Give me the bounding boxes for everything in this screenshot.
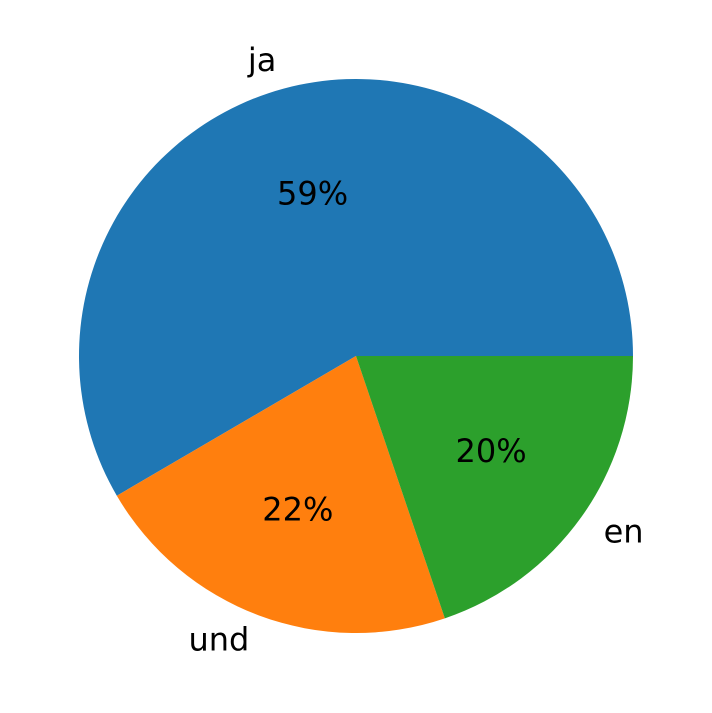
percent-label: 59% bbox=[277, 175, 348, 213]
wedge-label: und bbox=[188, 620, 249, 658]
wedge-label: en bbox=[604, 513, 644, 551]
percent-label: 22% bbox=[262, 491, 333, 529]
pie-wedge bbox=[78, 78, 633, 496]
percent-label: 20% bbox=[456, 432, 527, 470]
wedge-label: ja bbox=[247, 41, 277, 79]
pie-wedge bbox=[116, 356, 445, 633]
pie-wedge bbox=[356, 356, 633, 619]
